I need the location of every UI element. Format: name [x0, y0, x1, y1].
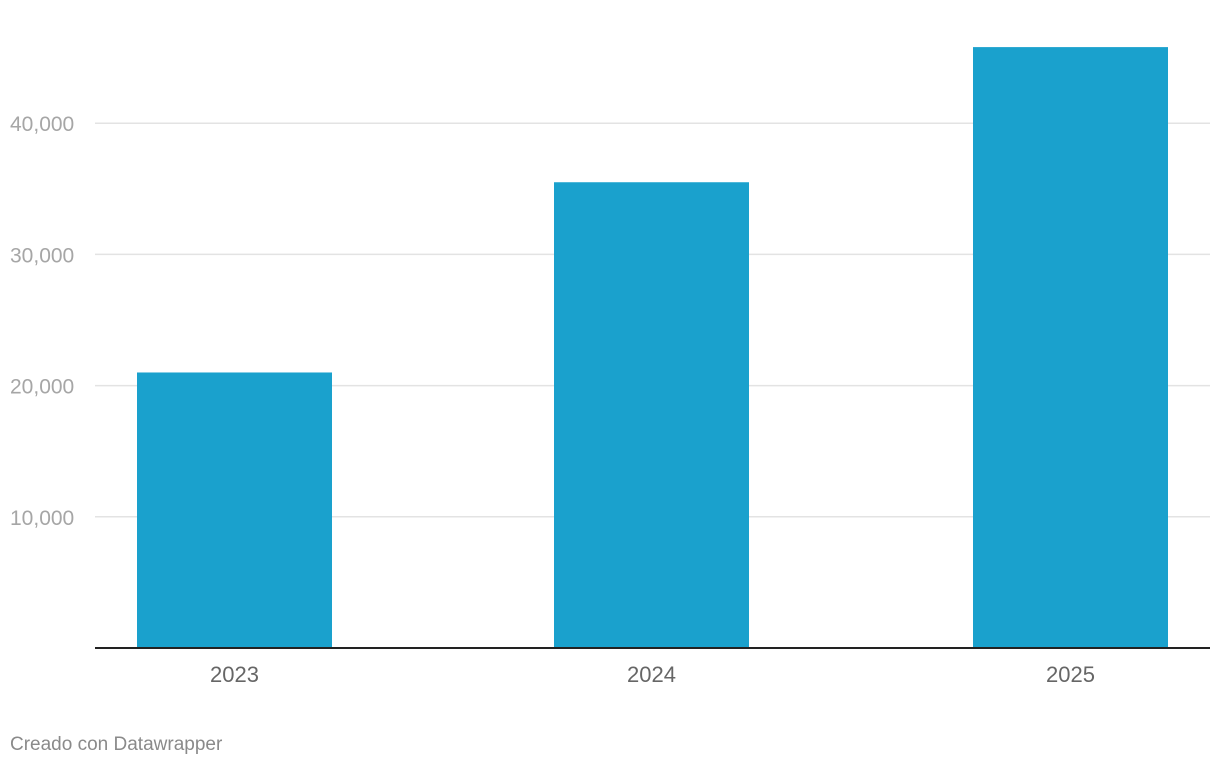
- y-tick-label: 40,000: [10, 113, 74, 136]
- x-axis-tick-labels: 2023 2024 2025: [210, 662, 1095, 687]
- bar-2025: [973, 47, 1168, 648]
- bars: [137, 47, 1168, 649]
- y-tick-label: 10,000: [10, 507, 74, 530]
- y-tick-label: 30,000: [10, 244, 74, 267]
- x-tick-label: 2023: [210, 662, 259, 687]
- x-tick-label: 2024: [627, 662, 676, 687]
- bar-2023: [137, 372, 332, 648]
- datawrapper-credit: Creado con Datawrapper: [10, 734, 223, 755]
- bar-2024: [554, 182, 749, 649]
- y-axis-tick-labels: 10,000 20,000 30,000 40,000: [10, 113, 74, 530]
- y-tick-label: 20,000: [10, 376, 74, 399]
- x-tick-label: 2025: [1046, 662, 1095, 687]
- bar-chart: 10,000 20,000 30,000 40,000 2023 2024 2025: [10, 47, 1210, 687]
